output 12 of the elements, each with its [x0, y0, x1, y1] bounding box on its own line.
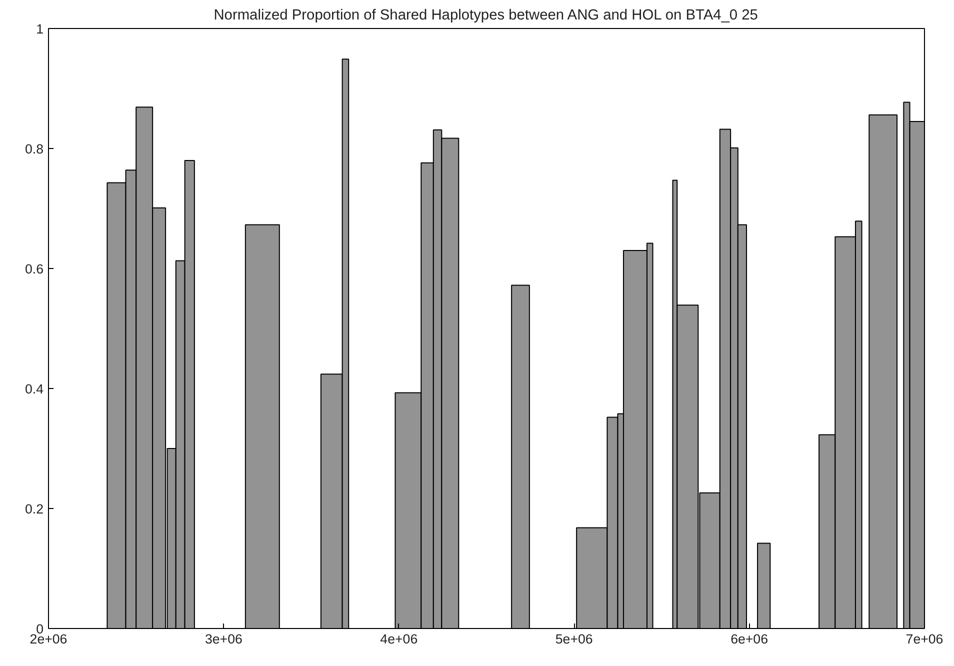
- x-tick-label: 6e+06: [730, 632, 768, 646]
- y-tick-label: 0: [36, 622, 44, 636]
- x-tick-label: 4e+06: [380, 632, 418, 646]
- chart-title: Normalized Proportion of Shared Haplotypes between ANG and HOL on BTA4_0 25: [214, 8, 758, 24]
- x-tick-label: 3e+06: [204, 632, 242, 646]
- y-tick-label: 1: [36, 22, 44, 36]
- y-tick-label: 0.4: [24, 382, 44, 396]
- y-tick-label: 0.6: [24, 262, 44, 276]
- x-tick-label: 5e+06: [555, 632, 593, 646]
- y-tick-label: 0.2: [24, 502, 44, 516]
- y-tick-label: 0.8: [24, 142, 44, 156]
- x-tick-label: 7e+06: [906, 632, 944, 646]
